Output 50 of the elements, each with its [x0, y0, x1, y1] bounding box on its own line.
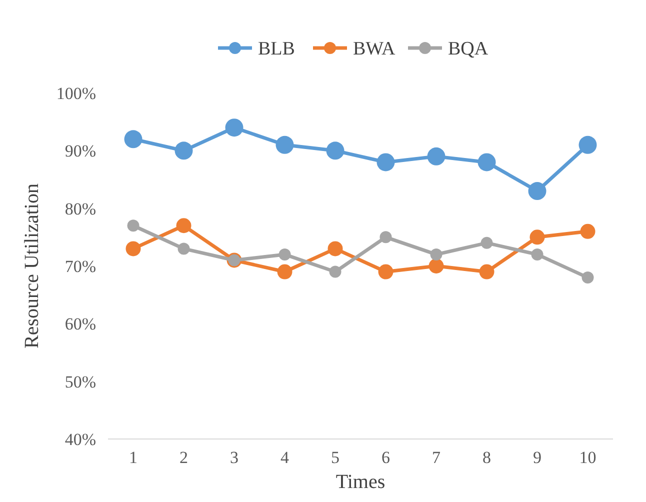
point: [478, 153, 496, 172]
y-axis-title: Resource Utilization: [21, 184, 43, 348]
x-tick-label: 1: [129, 448, 138, 467]
x-tick-label: 5: [331, 448, 340, 467]
y-tick-label: 40%: [64, 430, 96, 449]
x-tick-label: 2: [180, 448, 188, 467]
point: [582, 272, 594, 284]
point: [528, 182, 546, 200]
point: [378, 264, 394, 280]
point: [578, 136, 597, 154]
x-tick-label: 4: [280, 448, 290, 467]
point: [428, 258, 444, 274]
point: [326, 142, 344, 160]
point: [427, 147, 446, 166]
point: [479, 264, 494, 280]
point: [174, 142, 193, 160]
x-tick-label: 6: [382, 448, 390, 467]
point: [380, 231, 392, 244]
point: [176, 218, 192, 234]
point: [278, 248, 291, 260]
point: [276, 136, 294, 154]
legend-label: BLB: [258, 38, 295, 60]
point: [530, 230, 545, 245]
y-tick-label: 60%: [64, 314, 96, 334]
point: [329, 266, 342, 278]
y-tick-label: 80%: [64, 199, 96, 218]
x-tick-label: 8: [482, 448, 491, 467]
point: [124, 130, 142, 148]
x-axis-title: Times: [336, 471, 386, 493]
x-tick-label: 7: [432, 448, 441, 467]
point: [531, 248, 544, 260]
legend-label: BQA: [448, 38, 488, 60]
point: [277, 264, 292, 280]
point: [126, 241, 141, 256]
point: [580, 224, 596, 239]
point: [178, 242, 190, 255]
point: [127, 220, 140, 232]
x-tick-label: 10: [579, 448, 596, 467]
point: [430, 248, 442, 260]
point: [225, 118, 244, 137]
y-tick-label: 100%: [56, 84, 96, 103]
y-tick-label: 50%: [64, 372, 96, 392]
x-tick-label: 3: [230, 448, 238, 467]
point: [328, 241, 343, 256]
legend-label: BWA: [353, 38, 396, 60]
point: [480, 236, 493, 249]
y-tick-label: 90%: [64, 142, 96, 161]
x-tick-label: 9: [533, 448, 542, 467]
y-tick-label: 70%: [64, 256, 96, 276]
point: [376, 153, 395, 172]
